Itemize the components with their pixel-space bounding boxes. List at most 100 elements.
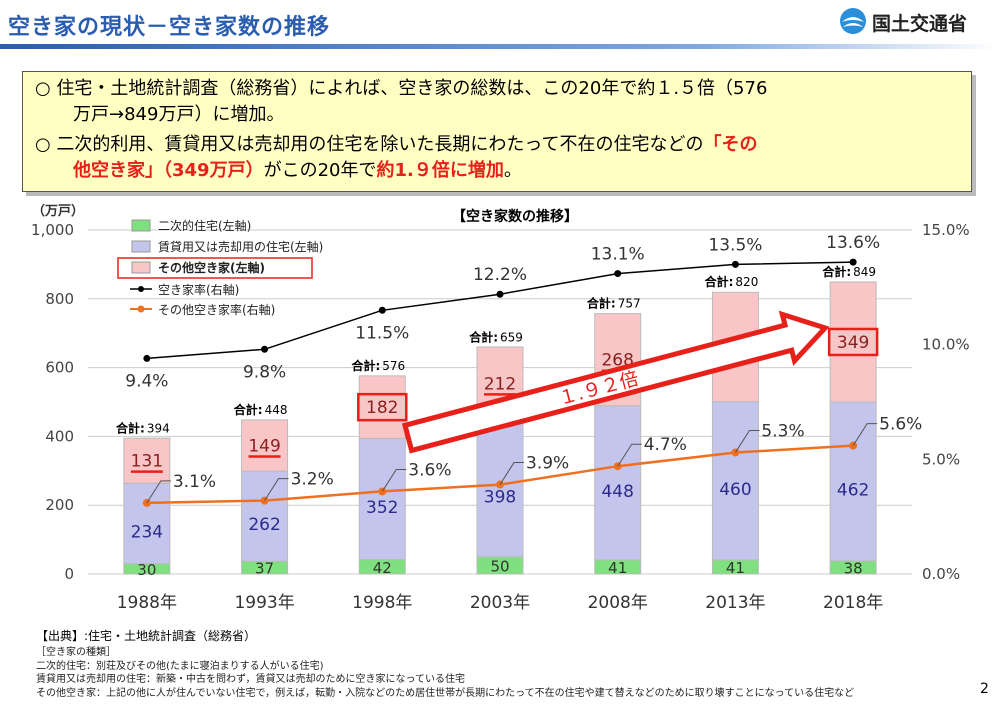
note-secondary-house: 二次的住宅：別荘及びその他(たまに寝泊まりする人がいる住宅): [36, 660, 324, 672]
legend-swatch-rental-sale-house: [131, 240, 151, 253]
highlight-box: [827, 327, 879, 357]
label-vacancy-rate: 9.8%: [243, 362, 286, 382]
ministry-emblem-icon: [840, 8, 866, 34]
page-number: 2: [980, 681, 989, 697]
legend-label-vacancy-rate: 空き家率(右軸): [158, 282, 239, 297]
legend-label-rental-sale-house: 賃貸用又は売却用の住宅(左軸): [158, 239, 323, 254]
label-secondary-house: 38: [844, 559, 863, 577]
leader-line: [264, 478, 289, 501]
summary-line-2: 万戸→849万戸）に増加。: [73, 104, 285, 125]
label-rental-sale-house: 398: [484, 487, 516, 507]
label-other-vacancy-rate: 3.9%: [526, 454, 569, 474]
total-value: 448: [265, 403, 288, 417]
leader-line: [617, 443, 642, 467]
summary-line-4-mid: がこの20年で: [263, 160, 377, 181]
right-axis-tick: 10.0%: [922, 336, 970, 354]
label-secondary-house: 50: [490, 557, 509, 575]
label-rental-sale-house: 460: [719, 480, 751, 500]
label-vacancy-rate: 9.4%: [125, 371, 168, 391]
chart-title: 【空き家数の推移】: [452, 208, 578, 225]
legend-marker-other-vacancy-rate: [137, 305, 145, 313]
total-prefix: 合計:: [822, 264, 851, 279]
summary-box: ○ 住宅・土地統計調査（総務省）によれば、空き家の総数は、この20年で約１.５倍…: [22, 71, 972, 192]
point-vacancy-rate: [143, 354, 151, 362]
legend-label-other-vacancy-rate: その他空き家率(右軸): [158, 302, 275, 317]
left-axis-tick: 600: [45, 359, 74, 377]
label-other-vacant-house: 131: [131, 452, 163, 472]
summary-line-4: 他空き家」（349万戸）がこの20年で約1.９倍に増加。: [73, 158, 998, 184]
label-other-vacancy-rate: 3.1%: [173, 472, 216, 492]
summary-line-3: ○ 二次的利用、賃貸用又は売却用の住宅を除いた長期にわたって不在の住宅などの「そ…: [35, 132, 960, 158]
label-other-vacant-house: 149: [248, 437, 280, 457]
leader-line: [499, 462, 524, 485]
label-other-vacancy-rate: 5.6%: [879, 415, 922, 435]
leader-line: [852, 423, 878, 446]
left-axis-tick: 800: [45, 290, 74, 308]
x-axis-label: 1993年: [234, 593, 294, 613]
label-other-vacancy-rate: 5.3%: [761, 421, 804, 441]
bar-rental-sale-house: [711, 401, 759, 561]
notes-block: ［空き家の種類］ 二次的住宅：別荘及びその他(たまに寝泊まりする人がいる住宅) …: [36, 646, 854, 700]
bar-rental-sale-house: [241, 470, 289, 562]
summary-line-3-text: ○ 二次的利用、賃貸用又は売却用の住宅を除いた長期にわたって不在の住宅などの: [35, 134, 704, 155]
bar-other-vacant-house: [241, 419, 289, 472]
note-other-vacant-house: その他空き家：上記の他に人が住んでいない住宅で，例えば，転勤・入院などのため居住…: [36, 687, 855, 699]
highlight-box: [357, 392, 408, 422]
note-rental-sale-house: 賃貸用又は売却用の住宅：新築・中古を問わず，賃貸又は売却のために空き家になってい…: [36, 674, 465, 685]
legend-swatch-secondary-house: [131, 219, 151, 232]
left-axis-tick: 0: [64, 565, 74, 583]
bar-rental-sale-house: [123, 482, 171, 565]
point-vacancy-rate: [496, 290, 504, 298]
label-vacancy-rate: 13.6%: [826, 233, 880, 253]
right-axis-tick: 15.0%: [922, 221, 970, 239]
note-title: ［空き家の種類］: [36, 647, 116, 658]
summary-highlight-2: 他空き家」（349万戸）: [73, 160, 264, 181]
label-other-vacant-house: 182: [366, 398, 398, 418]
legend-highlight-box: [117, 257, 313, 279]
total-prefix: 合計:: [116, 420, 145, 435]
bar-other-vacant-house: [829, 281, 877, 403]
bar-other-vacant-house: [358, 375, 406, 439]
leader-line: [735, 429, 760, 453]
growth-arrow: [401, 310, 830, 454]
legend-swatch-other-vacant-house: [131, 261, 151, 274]
total-value: 659: [500, 330, 523, 344]
total-value: 757: [618, 297, 641, 311]
leader-line: [146, 480, 171, 504]
label-other-vacant-house: 212: [484, 374, 516, 394]
bar-other-vacant-house: [123, 437, 171, 484]
left-axis-tick: 400: [45, 427, 74, 445]
left-axis-unit: （万戸）: [32, 203, 84, 219]
label-rental-sale-house: 262: [248, 515, 280, 535]
label-vacancy-rate: 12.2%: [473, 265, 527, 285]
label-secondary-house: 41: [608, 559, 627, 577]
ministry-logo: 国土交通省: [838, 6, 998, 38]
header-divider: [0, 44, 1000, 49]
summary-highlight-1: 「その: [703, 134, 758, 155]
page-title: 空き家の現状－空き家数の推移: [8, 15, 331, 40]
label-rental-sale-house: 448: [601, 482, 633, 502]
right-axis-tick: 5.0%: [922, 450, 960, 468]
legend-label-secondary-house: 二次的住宅(左軸): [158, 218, 251, 233]
header: 空き家の現状－空き家数の推移 国土交通省: [0, 0, 1000, 49]
total-prefix: 合計:: [469, 329, 498, 344]
x-axis-label: 2018年: [823, 593, 883, 613]
total-prefix: 合計:: [705, 274, 734, 289]
label-rental-sale-house: 234: [131, 522, 163, 542]
label-other-vacancy-rate: 3.2%: [291, 470, 334, 490]
label-rental-sale-house: 352: [366, 498, 398, 518]
summary-highlight-3: 約1.９倍に増加: [376, 160, 504, 181]
x-axis-label: 2003年: [470, 593, 530, 613]
label-other-vacancy-rate: 3.6%: [408, 460, 451, 480]
x-axis-label: 2008年: [588, 593, 648, 613]
total-prefix: 合計:: [351, 358, 380, 373]
label-secondary-house: 41: [726, 559, 745, 577]
point-vacancy-rate: [849, 258, 857, 266]
bar-rental-sale-house: [358, 437, 406, 561]
bar-rental-sale-house: [829, 401, 877, 562]
right-axis-tick: 0.0%: [922, 565, 960, 583]
x-axis-label: 1998年: [352, 593, 412, 613]
label-secondary-house: 42: [373, 559, 392, 577]
label-rental-sale-house: 462: [837, 480, 869, 500]
vacant-house-chart: 0 200 400 600 800 1,000 0.0% 5.0% 10.0% 15.0% （万戸）…: [31, 203, 970, 613]
